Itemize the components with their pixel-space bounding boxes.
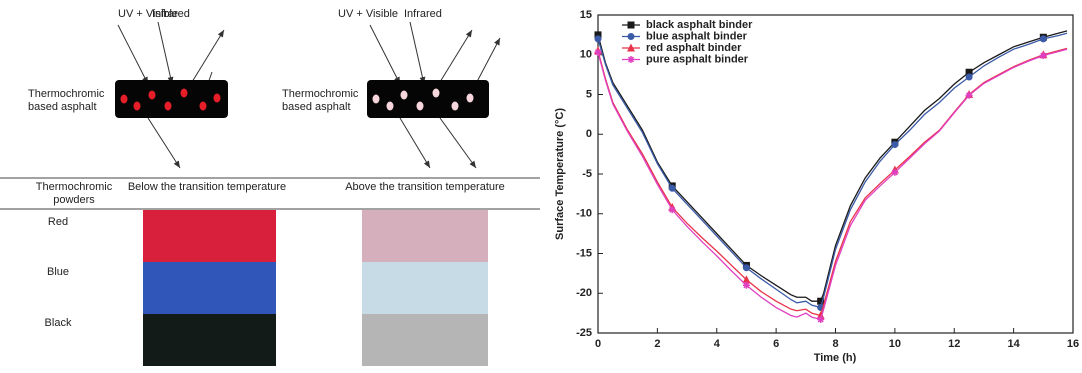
y-tick-label: -20 — [576, 287, 592, 299]
diagram: UV + Visible Infrared Thermochromic base… — [28, 8, 228, 169]
y-axis-label: Surface Temperature (°C) — [554, 108, 566, 240]
y-tick-label: 15 — [580, 9, 592, 21]
legend-label: black asphalt binder — [646, 19, 753, 31]
marker — [742, 281, 750, 289]
asphalt-label: Thermochromic — [282, 88, 359, 100]
swatch — [143, 262, 276, 314]
x-axis-label: Time (h) — [814, 352, 857, 364]
x-tick-label: 8 — [832, 338, 838, 350]
legend-label: red asphalt binder — [646, 42, 742, 54]
ir-label: Infrared — [404, 8, 442, 20]
marker — [965, 68, 973, 76]
arrow — [409, 21, 426, 85]
arrow — [369, 24, 401, 85]
arrow — [147, 117, 181, 169]
x-tick-label: 16 — [1067, 338, 1079, 350]
y-tick-label: -10 — [576, 208, 592, 220]
row-label: Red — [48, 216, 68, 228]
y-tick-label: 0 — [586, 128, 592, 140]
marker — [594, 31, 602, 39]
line — [597, 32, 1068, 309]
header-cell: Above the transition temperature — [345, 181, 505, 193]
marker — [1039, 52, 1047, 60]
legend-label: pure asphalt binder — [646, 53, 749, 65]
x-tick-label: 6 — [773, 338, 779, 350]
arrow — [399, 117, 431, 169]
x-tick-label: 12 — [948, 338, 960, 350]
arrow — [157, 21, 174, 85]
y-tick-label: -15 — [576, 247, 592, 259]
asphalt-label: based asphalt — [28, 101, 97, 113]
arrow — [117, 24, 149, 85]
y-tick-label: 5 — [586, 88, 592, 100]
header-cell: powders — [53, 194, 95, 206]
arrow — [439, 117, 477, 169]
marker — [594, 35, 602, 43]
row-label: Blue — [47, 266, 69, 278]
marker — [742, 264, 750, 272]
marker — [817, 315, 825, 323]
header-cell: Thermochromic — [36, 181, 113, 193]
line — [597, 48, 1068, 321]
swatch — [143, 314, 276, 366]
marker — [965, 73, 973, 81]
marker — [891, 141, 899, 149]
asphalt-label: based asphalt — [282, 101, 351, 113]
swatch — [362, 262, 488, 314]
asphalt-block — [115, 80, 228, 118]
marker — [594, 48, 602, 56]
legend-marker — [627, 21, 635, 29]
legend-marker — [627, 33, 635, 40]
swatch — [362, 210, 488, 262]
x-tick-label: 0 — [595, 338, 601, 350]
asphalt-label: Thermochromic — [28, 88, 105, 100]
arrow — [191, 29, 225, 83]
marker — [891, 168, 899, 176]
marker — [668, 184, 676, 192]
x-tick-label: 14 — [1008, 338, 1021, 350]
legend-marker — [627, 43, 635, 52]
uv-label: UV + Visible — [338, 8, 398, 20]
x-tick-label: 4 — [714, 338, 721, 350]
marker — [668, 206, 676, 214]
marker — [965, 91, 973, 99]
swatch — [143, 210, 276, 262]
row-label: Black — [45, 317, 72, 329]
asphalt-block — [367, 80, 489, 118]
header-cell: Below the transition temperature — [128, 181, 286, 193]
chart: Time (h) Surface Temperature (°C) 0 2 4 6 8 1… — [554, 9, 1079, 364]
y-tick-label: -5 — [582, 168, 592, 180]
arrow — [439, 29, 473, 83]
marker — [817, 297, 825, 305]
marker — [1039, 35, 1047, 43]
table: Thermochromic powders Below the transiti… — [0, 177, 540, 366]
legend-marker — [627, 56, 635, 63]
ir-label: Infrared — [152, 8, 190, 20]
swatch — [362, 314, 488, 366]
x-tick-label: 2 — [654, 338, 660, 350]
diagram: UV + Visible Infrared Thermochromic base… — [282, 8, 501, 169]
y-tick-label: -25 — [576, 327, 592, 339]
y-tick-label: 10 — [580, 49, 592, 61]
legend-label: blue asphalt binder — [646, 30, 748, 42]
uv-label: UV + Visible — [118, 8, 178, 20]
marker — [742, 275, 751, 284]
x-tick-label: 10 — [889, 338, 901, 350]
